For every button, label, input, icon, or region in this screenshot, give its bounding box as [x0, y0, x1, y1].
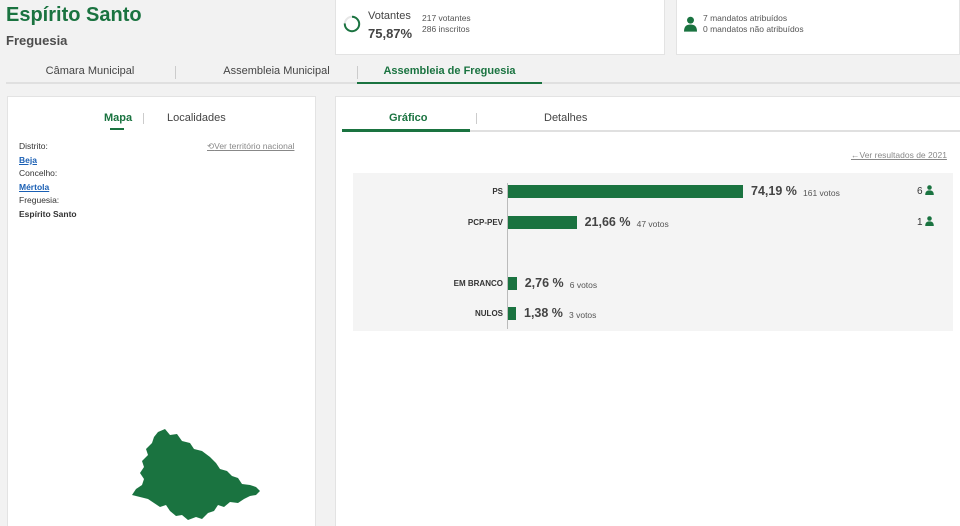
- bar-percent: 21,66 %: [584, 215, 631, 229]
- previous-results-link-label: Ver resultados de 2021: [859, 150, 947, 160]
- bar-label: NULOS: [475, 309, 503, 318]
- page-subtitle: Freguesia: [6, 33, 68, 48]
- parish-map-shape[interactable]: [132, 429, 262, 521]
- concelho-link[interactable]: Mértola: [19, 182, 50, 192]
- bar-votes: 3 votos: [569, 310, 597, 320]
- tab-detalhes[interactable]: Detalhes: [544, 112, 588, 124]
- bar-percent: 74,19 %: [751, 184, 797, 198]
- previous-results-link[interactable]: ←Ver resultados de 2021: [851, 150, 947, 160]
- tab-assembleia-municipal[interactable]: Assembleia Municipal: [223, 65, 330, 77]
- person-icon: [924, 185, 934, 195]
- mandates-unassigned: 0 mandatos não atribuídos: [703, 24, 804, 34]
- territory-link[interactable]: ⟲Ver território nacional: [207, 141, 294, 152]
- tab-bar-line: [342, 130, 960, 132]
- bar-label: PS: [492, 187, 503, 196]
- turnout-ring-icon: [343, 15, 361, 33]
- mandates-value: 6: [917, 186, 923, 197]
- tab-divider: [357, 66, 358, 79]
- tab-divider: [476, 113, 477, 124]
- tab-assembleia-freguesia[interactable]: Assembleia de Freguesia: [357, 61, 542, 84]
- result-bar[interactable]: [508, 307, 516, 320]
- result-bar[interactable]: [508, 216, 577, 229]
- voters-count: 217 votantes: [422, 13, 471, 23]
- turnout-card: Votantes 75,87% 217 votantes 286 inscrit…: [335, 0, 665, 55]
- bar-votes: 47 votos: [636, 219, 669, 229]
- freguesia-value: Espírito Santo: [19, 209, 77, 219]
- distrito-link[interactable]: Beja: [19, 155, 37, 165]
- arrow-left-icon: ←: [851, 150, 860, 160]
- distrito-label: Distrito:: [19, 141, 48, 151]
- territory-link-label: Ver território nacional: [214, 141, 295, 151]
- bar-label: PCP-PEV: [467, 218, 503, 227]
- results-chart: PS 74,19 % 161 votos 6 PCP-PEV 21,66 % 47 voto…: [353, 173, 953, 331]
- turnout-percent: 75,87%: [368, 26, 413, 41]
- chart-axis: [507, 183, 508, 329]
- tab-mapa[interactable]: Mapa: [104, 112, 133, 124]
- page-title: Espírito Santo: [6, 4, 142, 26]
- bar-percent: 2,76 %: [524, 276, 564, 290]
- mandates-card: 7 mandatos atribuídos 0 mandatos não atr…: [676, 0, 960, 55]
- map-panel: Mapa Localidades ⟲Ver território naciona…: [7, 96, 316, 526]
- tab-localidades[interactable]: Localidades: [167, 112, 226, 124]
- mandates-assigned: 7 mandatos atribuídos: [703, 13, 788, 23]
- mandates-count: 1: [917, 216, 934, 228]
- tab-divider: [175, 66, 176, 79]
- freguesia-label: Freguesia:: [19, 195, 60, 205]
- tab-divider: [143, 113, 144, 124]
- bar-label: EM BRANCO: [453, 279, 503, 288]
- registered-count: 286 inscritos: [422, 24, 470, 34]
- mandates-count: 6: [917, 185, 934, 197]
- bar-percent: 1,38 %: [524, 306, 563, 320]
- bar-votes: 161 votos: [803, 188, 840, 198]
- person-icon: [924, 216, 934, 226]
- mandates-value: 1: [917, 217, 923, 228]
- turnout-label: Votantes: [368, 10, 411, 22]
- undo-icon: ⟲: [207, 141, 215, 151]
- tab-mapa-underline: [110, 128, 124, 130]
- tab-grafico[interactable]: Gráfico: [389, 112, 428, 124]
- tab-grafico-underline: [342, 129, 470, 132]
- results-panel: Gráfico Detalhes ←Ver resultados de 2021…: [335, 96, 960, 526]
- election-tabs: Câmara Municipal Assembleia Municipal As…: [6, 61, 960, 84]
- bar-votes: 6 votos: [569, 280, 598, 290]
- result-bar[interactable]: [508, 277, 517, 290]
- person-icon: [684, 16, 697, 32]
- tab-camara-municipal[interactable]: Câmara Municipal: [45, 65, 135, 77]
- concelho-label: Concelho:: [19, 168, 58, 178]
- result-bar[interactable]: [508, 185, 743, 198]
